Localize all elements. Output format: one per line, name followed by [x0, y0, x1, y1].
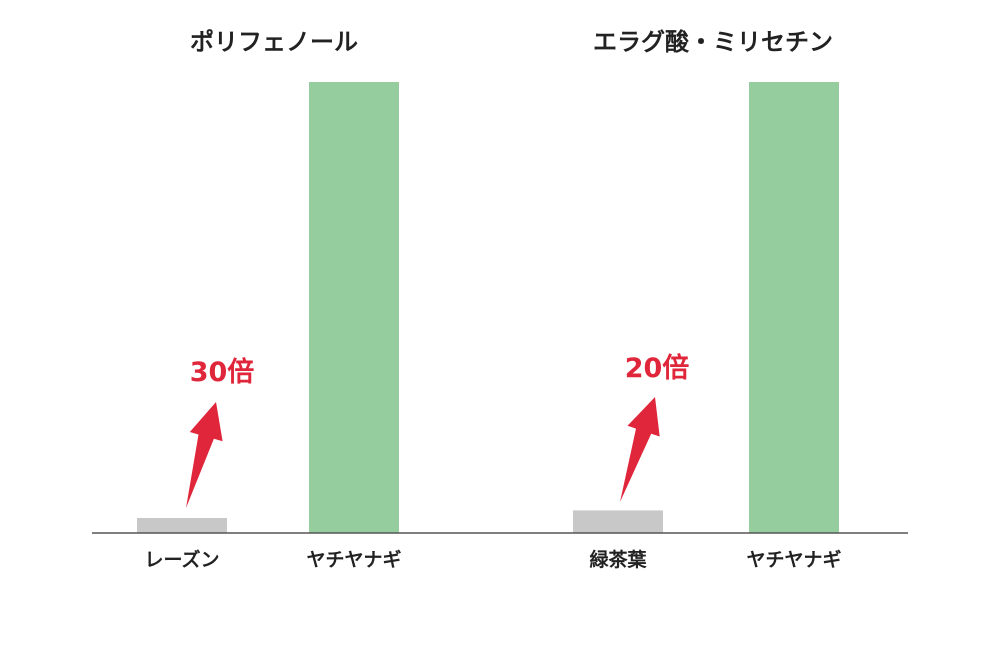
increase-arrow-icon — [620, 397, 660, 502]
bar-highlight — [309, 82, 399, 533]
x-tick-label: レーズン — [144, 548, 219, 571]
ratio-annotation: 30倍 — [190, 356, 255, 388]
bar-highlight — [749, 82, 839, 533]
increase-arrow-icon — [186, 402, 223, 508]
bar-baseline — [137, 518, 227, 533]
x-tick-label: ヤチヤナギ — [306, 549, 401, 571]
bar-baseline — [573, 510, 663, 533]
panel-title: ポリフェノール — [190, 28, 358, 56]
x-tick-label: 緑茶葉 — [589, 548, 647, 571]
panel-title: エラグ酸・ミリセチン — [593, 28, 833, 56]
ratio-annotation: 20倍 — [625, 352, 690, 384]
x-tick-label: ヤチヤナギ — [746, 549, 841, 571]
